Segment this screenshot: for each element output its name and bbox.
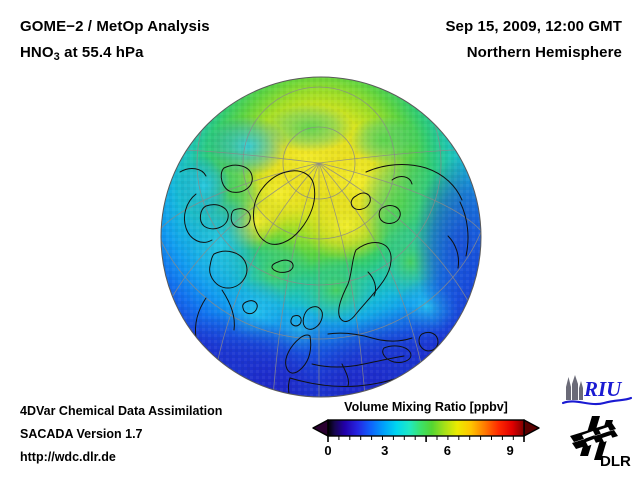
species-name: HNO	[20, 44, 54, 61]
orthographic-projection	[160, 76, 482, 398]
riu-spires-icon	[566, 375, 583, 400]
colorbar-title: Volume Mixing Ratio [ppbv]	[344, 400, 508, 414]
graticule-layer	[161, 77, 481, 397]
colorbar-minor-ticks	[338, 436, 514, 440]
globe-map	[160, 76, 482, 398]
dlr-emblem-icon	[570, 416, 618, 460]
riu-logo: RIU	[560, 374, 634, 408]
footer-url[interactable]: http://wdc.dlr.de	[20, 450, 116, 464]
footer-method: 4DVar Chemical Data Assimilation	[20, 404, 223, 418]
colorbar-tick-9: 9	[506, 443, 514, 458]
colorbar-extend-low	[312, 419, 329, 437]
colorbar-tick-3: 3	[381, 443, 389, 458]
datetime-label: Sep 15, 2009, 12:00 GMT	[445, 18, 622, 35]
pressure-level: at 55.4 hPa	[59, 44, 144, 61]
colorbar: Volume Mixing Ratio [ppbv]	[306, 400, 546, 470]
dlr-wordmark: DLR	[600, 453, 631, 470]
species-level-label: HNO3 at 55.4 hPa	[20, 40, 350, 70]
riu-logo-mark: RIU	[561, 375, 633, 406]
colorbar-gradient	[327, 419, 525, 437]
header-left: GOME−2 / MetOp Analysis HNO3 at 55.4 hPa	[20, 14, 350, 70]
riu-wave-icon	[561, 396, 633, 406]
colorbar-scale	[312, 419, 540, 442]
header-right: Sep 15, 2009, 12:00 GMT Northern Hemisph…	[322, 14, 622, 66]
dlr-logo: DLR	[566, 414, 636, 470]
dlr-logo-mark: DLR	[570, 416, 631, 470]
globe-outline	[160, 76, 482, 398]
colorbar-tick-0: 0	[324, 443, 332, 458]
colorbar-major-ticks	[327, 436, 525, 442]
footer-version: SACADA Version 1.7	[20, 427, 143, 441]
footer-credits: 4DVar Chemical Data Assimilation SACADA …	[20, 400, 320, 469]
colorbar-tick-labels: 0 3 6 9	[306, 443, 546, 463]
region-label: Northern Hemisphere	[466, 44, 622, 61]
riu-wordmark: RIU	[583, 377, 623, 401]
analysis-title: GOME−2 / MetOp Analysis	[20, 18, 210, 35]
colorbar-extend-high	[523, 419, 540, 437]
species-subscript: 3	[53, 51, 60, 63]
colorbar-tick-6: 6	[443, 443, 452, 458]
